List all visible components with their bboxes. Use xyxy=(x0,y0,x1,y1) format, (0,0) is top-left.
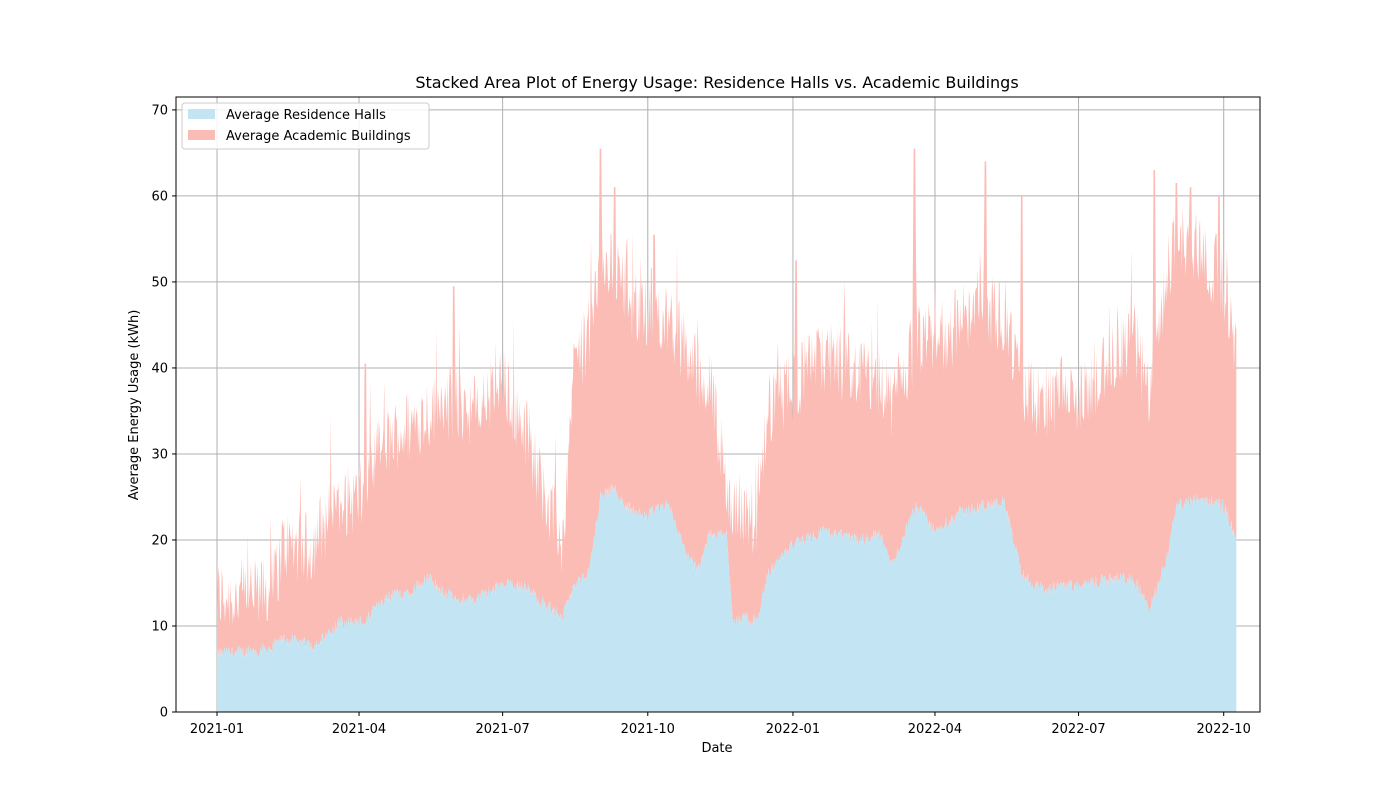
x-tick-label: 2021-04 xyxy=(332,722,386,737)
series-area-residence-halls xyxy=(217,483,1237,712)
y-tick-label: 20 xyxy=(151,533,168,548)
legend-swatch xyxy=(188,109,215,119)
y-tick-label: 60 xyxy=(151,189,168,204)
x-axis-label: Date xyxy=(701,741,732,756)
y-tick-label: 70 xyxy=(151,103,168,118)
y-tick-label: 50 xyxy=(151,275,168,290)
y-axis-label: Average Energy Usage (kWh) xyxy=(127,310,142,501)
legend-swatch xyxy=(188,130,215,140)
legend-label: Average Academic Buildings xyxy=(226,129,411,144)
x-tick-label: 2022-01 xyxy=(766,722,820,737)
legend-label: Average Residence Halls xyxy=(226,108,386,123)
plot-frame xyxy=(175,96,1261,713)
axes: 0 10 20 30 40 50 60 70 2021-01 2021-04 2021-07 2021… xyxy=(151,96,1261,737)
area-series-layer xyxy=(217,148,1237,712)
series-area-academic-buildings xyxy=(217,148,1237,660)
y-tick-label: 10 xyxy=(151,619,168,634)
x-tick-label: 2022-04 xyxy=(908,722,962,737)
x-tick-label: 2021-10 xyxy=(621,722,675,737)
x-tick-label: 2022-07 xyxy=(1051,722,1105,737)
x-tick-label: 2021-07 xyxy=(475,722,529,737)
legend: Average Residence Halls Average Academic … xyxy=(181,102,430,150)
x-tick-label: 2022-10 xyxy=(1197,722,1251,737)
y-tick-label: 40 xyxy=(151,361,168,376)
x-tick-label: 2021-01 xyxy=(190,722,244,737)
chart-title: Stacked Area Plot of Energy Usage: Resid… xyxy=(415,73,1018,92)
y-tick-label: 30 xyxy=(151,447,168,462)
legend-box xyxy=(181,102,430,150)
y-tick-label: 0 xyxy=(160,706,168,721)
